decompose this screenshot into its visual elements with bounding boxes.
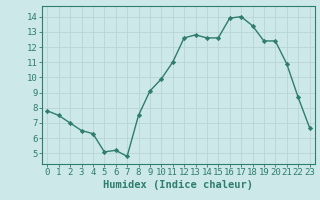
X-axis label: Humidex (Indice chaleur): Humidex (Indice chaleur) bbox=[103, 180, 253, 190]
